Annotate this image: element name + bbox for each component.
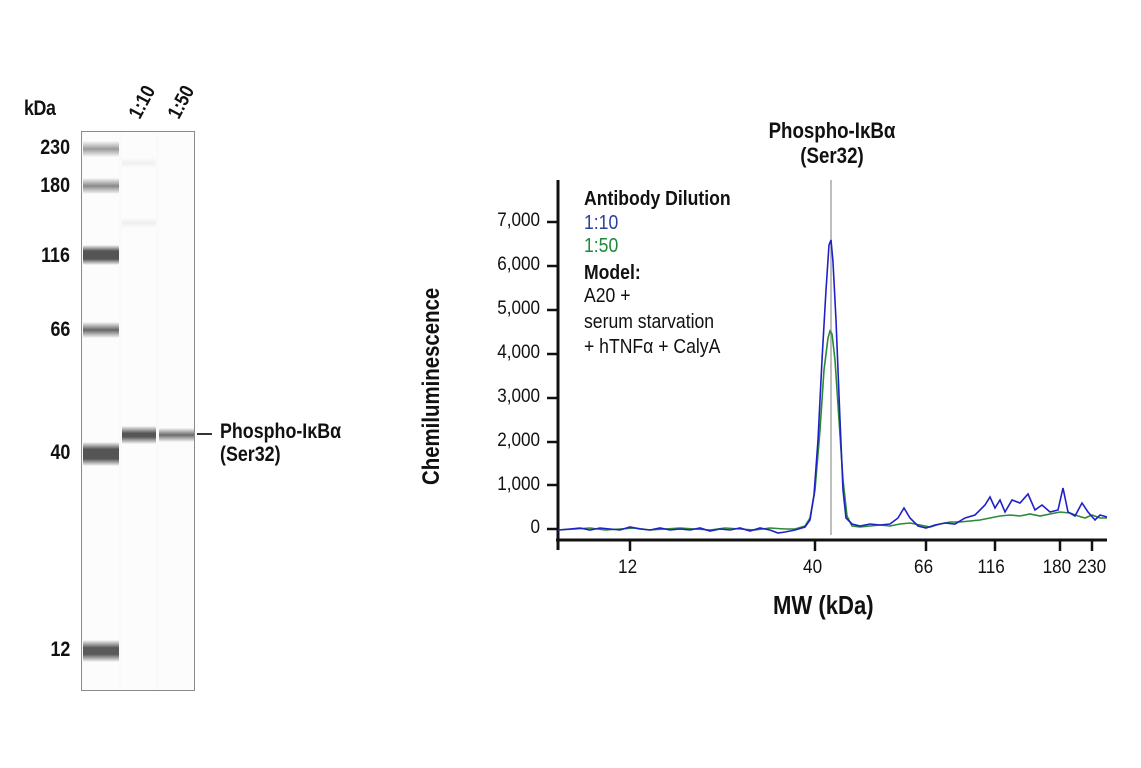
axes [556, 180, 1107, 550]
marker-label-12: 12 [50, 638, 70, 661]
x-ticks [628, 540, 1094, 551]
gel-unit-label: kDa [24, 97, 56, 120]
peak-annotation-title: Phospho-IκBα (Ser32) [769, 118, 896, 168]
marker-label-40: 40 [50, 441, 70, 464]
x-tick-40: 40 [803, 557, 823, 578]
marker-label-230: 230 [40, 136, 70, 159]
marker-label-116: 116 [41, 244, 70, 267]
gel-target-site: (Ser32) [220, 443, 281, 466]
x-tick-230: 230 [1077, 557, 1107, 578]
model-line-1: A20 + [584, 285, 631, 307]
y-tick-3000: 3,000 [497, 386, 540, 407]
x-tick-12: 12 [618, 557, 638, 578]
legend-title: Antibody Dilution [584, 188, 731, 210]
chart-legend: Antibody Dilution 1:10 1:50 Model: A20 +… [584, 188, 731, 360]
marker-label-180: 180 [40, 174, 70, 197]
model-line-3: + hTNFα + CalyA [584, 336, 721, 358]
target-band-1-10 [122, 426, 156, 444]
ladder-lane [83, 132, 119, 690]
faint-band [122, 158, 156, 168]
y-ticks [547, 220, 558, 531]
ladder-band-180 [83, 178, 119, 194]
y-tick-6000: 6,000 [497, 254, 540, 275]
y-tick-2000: 2,000 [497, 430, 540, 451]
gel-target-label: Phospho-IκBα (Ser32) [220, 420, 341, 466]
peak-title-line1: Phospho-IκBα [768, 118, 896, 143]
x-axis-title: MW (kDa) [773, 590, 874, 620]
series-1-10-line [557, 239, 1108, 534]
ladder-band-230 [83, 141, 119, 157]
sample-lane-1-10 [122, 132, 156, 690]
gel-target-name: Phospho-IκBα [220, 420, 342, 443]
ladder-band-116 [83, 245, 119, 265]
model-line-2: serum starvation [584, 310, 715, 333]
ladder-band-12 [83, 640, 119, 662]
ladder-band-40 [83, 442, 119, 466]
x-tick-66: 66 [914, 557, 934, 578]
target-band-1-50 [159, 428, 194, 442]
x-tick-180: 180 [1042, 557, 1072, 578]
ladder-band-66 [83, 322, 119, 338]
target-pointer-line [197, 433, 212, 435]
peak-title-line2: (Ser32) [800, 143, 864, 168]
model-label: Model: [584, 261, 641, 284]
y-tick-7000: 7,000 [497, 210, 540, 231]
faint-band [122, 218, 156, 228]
y-tick-4000: 4,000 [497, 342, 540, 363]
y-tick-5000: 5,000 [497, 298, 540, 319]
legend-entry-1-10: 1:10 [584, 211, 619, 234]
sample-lane-1-50 [159, 132, 194, 690]
y-tick-1000: 1,000 [497, 474, 540, 495]
x-tick-116: 116 [977, 557, 1005, 578]
marker-label-66: 66 [50, 318, 70, 341]
legend-entry-1-50: 1:50 [584, 235, 619, 257]
series-1-50-line [557, 329, 1107, 531]
y-tick-0: 0 [530, 517, 540, 538]
gel-image [81, 131, 195, 691]
